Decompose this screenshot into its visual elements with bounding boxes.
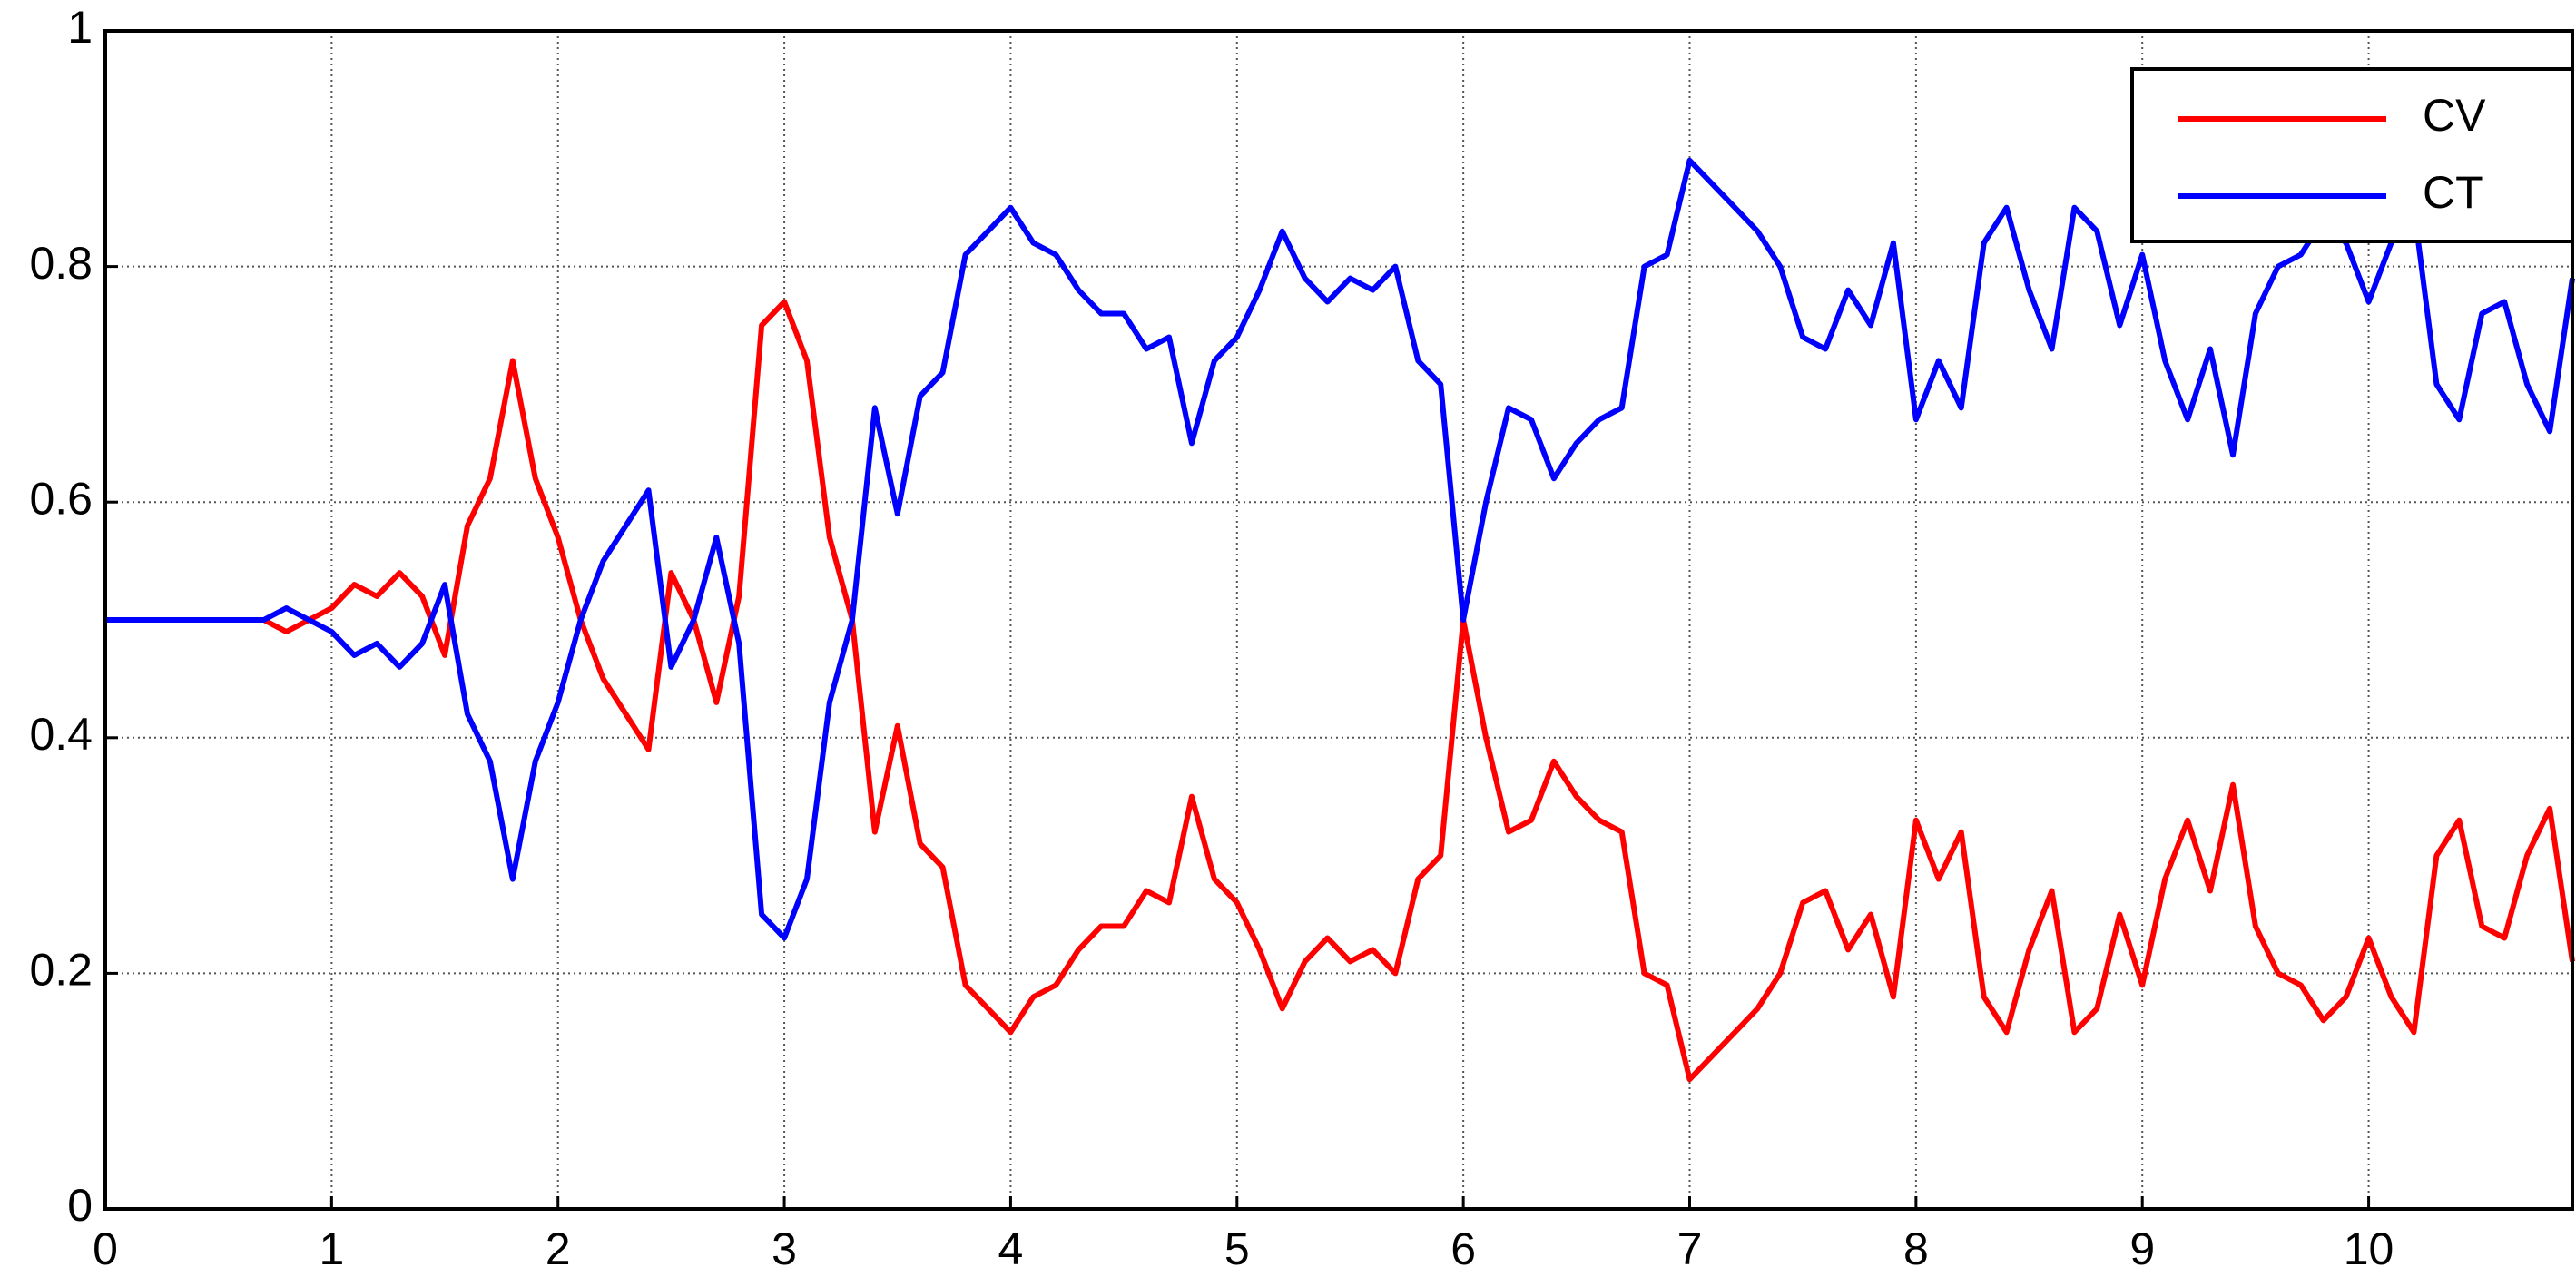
- legend-label: CT: [2423, 167, 2483, 218]
- x-tick-label: 4: [998, 1223, 1024, 1274]
- y-tick-label: 0.6: [29, 473, 93, 524]
- y-tick-label: 0.2: [29, 945, 93, 996]
- x-tick-label: 2: [546, 1223, 571, 1274]
- line-series: [105, 299, 2575, 1083]
- x-tick-label: 6: [1450, 1223, 1476, 1274]
- legend-label: CV: [2423, 90, 2486, 141]
- axes-frame: [103, 29, 2574, 1211]
- x-tick-label: 0: [93, 1223, 118, 1274]
- line-series: [105, 157, 2575, 941]
- y-tick-label: 1: [67, 2, 93, 53]
- legend-box: [2130, 67, 2574, 243]
- y-tick-label: 0: [67, 1180, 93, 1231]
- x-tick-label: 9: [2129, 1223, 2155, 1274]
- x-tick-label: 5: [1224, 1223, 1250, 1274]
- x-tick-label: 8: [1903, 1223, 1929, 1274]
- x-tick-label: 3: [772, 1223, 797, 1274]
- y-tick-label: 0.4: [29, 709, 93, 760]
- x-tick-label: 7: [1677, 1223, 1703, 1274]
- y-tick-label: 0.8: [29, 238, 93, 289]
- x-tick-label: 1: [319, 1223, 344, 1274]
- x-tick-label: 10: [2344, 1223, 2394, 1274]
